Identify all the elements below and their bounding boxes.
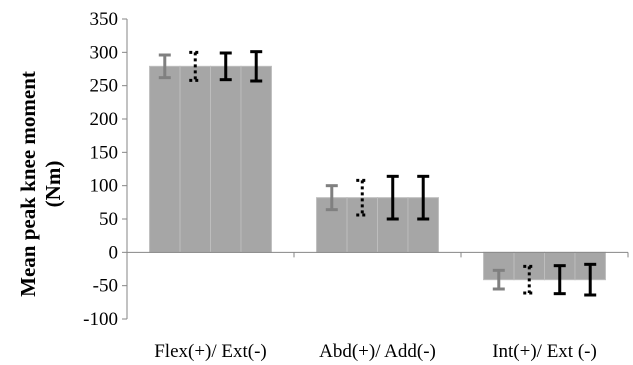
- y-tick-label: 50: [99, 209, 118, 230]
- bar: [210, 65, 242, 253]
- error-bar: [584, 262, 597, 297]
- error-bars: [158, 50, 597, 297]
- axes: [126, 19, 629, 319]
- y-axis-title-line-2: (Nm): [41, 161, 65, 208]
- category-labels: Flex(+)/ Ext(-) Abd(+)/ Add(-) Int(+)/ Ext…: [154, 341, 597, 362]
- bar: [240, 65, 272, 253]
- y-axis-title: Mean peak knee moment (Nm): [16, 71, 65, 297]
- category-label: Abd(+)/ Add(-): [319, 341, 436, 362]
- bar: [179, 65, 212, 253]
- y-tick-label: 250: [90, 76, 119, 97]
- category-label: Flex(+)/ Ext(-): [154, 341, 267, 362]
- bar: [149, 65, 181, 253]
- category-label: Int(+)/ Ext (-): [492, 341, 597, 362]
- y-tick-label: -100: [83, 309, 118, 330]
- y-tick-label: -50: [93, 276, 118, 297]
- y-axis-ticks: 350 300 250 200 150 100 50 0 -50 -100: [83, 9, 127, 330]
- y-tick-label: 350: [90, 9, 119, 30]
- y-tick-label: 0: [109, 242, 119, 263]
- error-bar: [417, 174, 430, 221]
- y-tick-label: 150: [90, 142, 119, 163]
- error-bar: [219, 51, 232, 82]
- error-bar: [356, 178, 369, 217]
- y-tick-label: 100: [90, 176, 119, 197]
- error-bar: [325, 184, 338, 212]
- error-bar: [250, 50, 263, 83]
- error-bar: [553, 264, 566, 296]
- error-bar: [523, 264, 536, 295]
- y-tick-label: 300: [90, 42, 119, 63]
- error-bar: [386, 174, 399, 221]
- y-axis-title-line-1: Mean peak knee moment: [16, 71, 40, 297]
- error-bar: [492, 268, 505, 291]
- bars: [149, 65, 606, 281]
- y-tick-label: 200: [90, 109, 119, 130]
- error-bar: [189, 50, 202, 82]
- error-bar: [158, 53, 171, 80]
